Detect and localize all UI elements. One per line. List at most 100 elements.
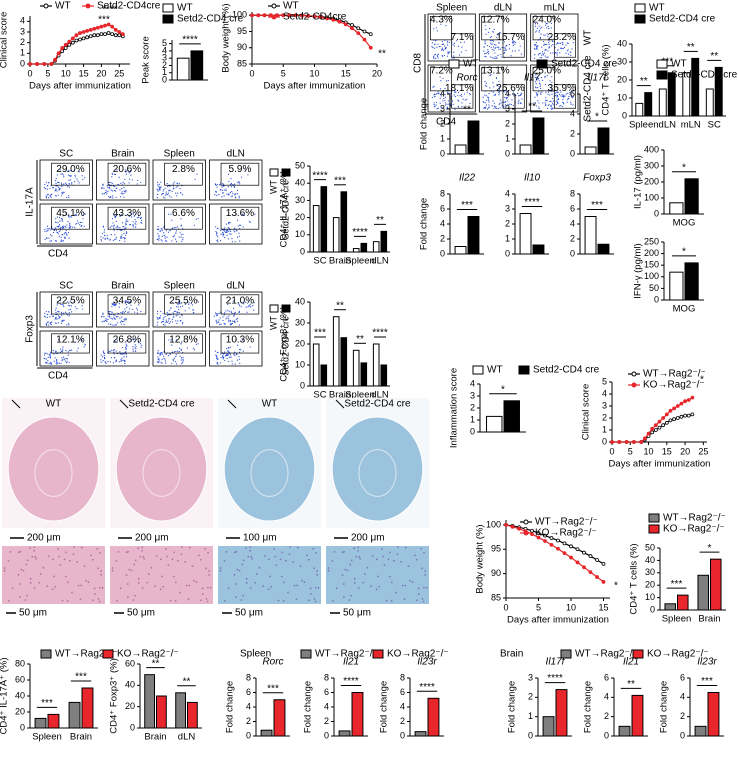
event-dot [222,358,224,360]
event-dot [112,225,114,227]
event-dot [113,214,115,216]
event-dot [486,51,489,53]
event-dot [235,318,237,320]
x-tick-label: 10 [644,446,654,456]
event-dot [227,186,230,188]
gate [220,333,260,354]
data-point [595,558,599,562]
data-point [690,412,695,417]
bar [684,262,699,301]
event-dot [240,176,243,178]
event-dot [535,83,537,85]
cell-nucleus [263,555,266,557]
event-dot [483,46,485,48]
event-dot [74,174,76,176]
event-dot [234,186,236,189]
event-dot [102,360,104,362]
event-dot [115,238,117,240]
y-tick-label: 300 [644,160,659,170]
event-dot [114,324,116,326]
gate [502,33,525,58]
event-dot [60,173,62,175]
event-dot [497,34,499,36]
event-dot [556,94,558,96]
event-dot [157,233,159,235]
event-dot [112,362,115,364]
event-dot [171,190,173,193]
event-dot [567,92,569,95]
event-dot [232,320,234,322]
event-dot [438,45,441,48]
event-dot [120,323,122,325]
data-point [639,440,644,444]
gate [164,333,203,354]
event-dot [495,77,498,79]
event-dot [503,105,505,107]
legend-swatch [281,168,291,177]
y-tick-label: 8 [324,672,329,682]
x-tick-label: mLN [681,120,701,131]
event-dot [544,34,546,36]
legend-label: Setd2-CD4 cre [280,316,290,376]
event-dot [45,196,47,198]
cell-nucleus [269,575,272,578]
event-dot [444,102,447,104]
event-dot [100,240,103,242]
event-dot [231,241,233,243]
event-dot [63,191,65,193]
data-point [588,570,593,575]
y-tick-label: 85 [491,592,501,602]
event-dot [484,55,486,58]
event-dot [194,178,196,180]
event-dot [460,41,462,44]
event-dot [234,183,236,185]
event-dot [216,184,219,186]
event-dot [546,56,548,59]
event-dot [49,187,51,189]
event-dot [55,316,57,319]
event-dot [181,363,183,365]
event-dot [77,347,79,349]
y-tick-label: 0 [650,604,655,614]
event-dot [70,349,73,351]
event-dot [131,179,134,181]
y-tick-label: 50 [649,283,659,293]
event-dot [549,52,552,54]
legend-swatch [648,524,660,534]
event-dot [156,188,158,190]
event-dot [48,324,50,326]
event-dot [105,362,107,364]
event-dot [163,234,165,236]
cell-nucleus [414,554,416,557]
event-dot [178,311,180,314]
y-axis-label: CD4⁺ T cells (%) [629,543,640,614]
bar [81,687,94,729]
event-dot [539,38,541,40]
event-dot [538,82,541,84]
event-dot [66,358,68,360]
event-dot [540,57,543,59]
y-tick-label: 3 [505,203,510,213]
cell-nucleus [174,581,177,584]
event-dot [177,311,179,313]
event-dot [107,318,109,321]
event-dot [104,237,106,239]
event-dot [483,53,486,55]
event-dot [123,236,125,239]
event-dot [55,177,57,179]
event-dot [125,214,128,216]
data-point [624,440,629,444]
x-tick-label: 0 [27,68,32,78]
event-dot [230,182,233,185]
event-dot [100,361,102,363]
event-dot [188,302,190,304]
event-dot [164,358,166,360]
y-tick-label: 3 [20,26,25,36]
event-dot [498,92,501,94]
event-dot [224,237,226,239]
event-dot [111,172,113,174]
y-axis-label: Body weight (%) [221,3,232,72]
flow-plot [209,159,263,201]
event-dot [113,189,116,192]
event-dot [46,194,49,196]
